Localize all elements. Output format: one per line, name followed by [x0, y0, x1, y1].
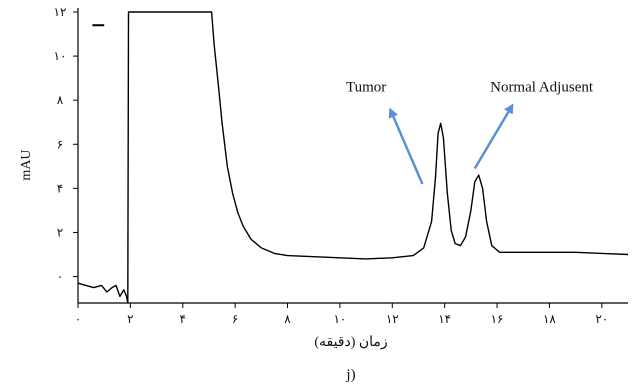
x-axis-title: زمان (دقیقه): [314, 335, 387, 350]
plot-area: [77, 8, 628, 304]
y-axis-title: mAU: [19, 149, 34, 180]
x-tick-label: ۸: [284, 312, 291, 326]
y-tick-label: ۰: [57, 270, 63, 284]
x-tick-label: ۱۲: [386, 312, 399, 326]
y-tick-label: ۶: [57, 137, 63, 151]
peak-annotation-label: Normal Adjusent: [490, 79, 594, 95]
chromatogram-trace: [77, 11, 629, 304]
x-tick-label: ۱۰: [333, 312, 346, 326]
x-tick-label: ۱۸: [543, 312, 556, 326]
x-tick-label: ۱۴: [438, 312, 451, 326]
peak-annotation-label: Tumor: [346, 79, 386, 95]
y-tick-label: ۱۲: [54, 5, 67, 19]
x-ticks: ۰ ۲ ۴ ۶ ۸ ۱۰ ۱۲ ۱۴ ۱۶ ۱۸ ۲۰: [75, 303, 608, 326]
x-tick-label: ۲: [127, 312, 133, 326]
annotation-arrow: [473, 103, 514, 170]
series-layer: [77, 11, 629, 304]
annotation-arrow: [388, 107, 424, 185]
annotations: Tumor Normal Adjusent: [346, 79, 594, 185]
y-tick-label: ۱۰: [54, 49, 67, 63]
y-tick-label: ۲: [57, 225, 63, 239]
x-tick-label: ۴: [180, 312, 186, 326]
y-ticks: ۰ ۲ ۴ ۶ ۸ ۱۰ ۱۲: [54, 5, 78, 284]
y-tick-label: ۸: [57, 93, 64, 107]
y-tick-label: ۴: [57, 181, 63, 195]
x-tick-label: ۰: [75, 312, 81, 326]
x-tick-label: ۱۶: [491, 312, 504, 326]
x-tick-label: ۶: [232, 312, 238, 326]
panel-label: j): [345, 367, 355, 383]
x-tick-label: ۲۰: [595, 312, 608, 326]
